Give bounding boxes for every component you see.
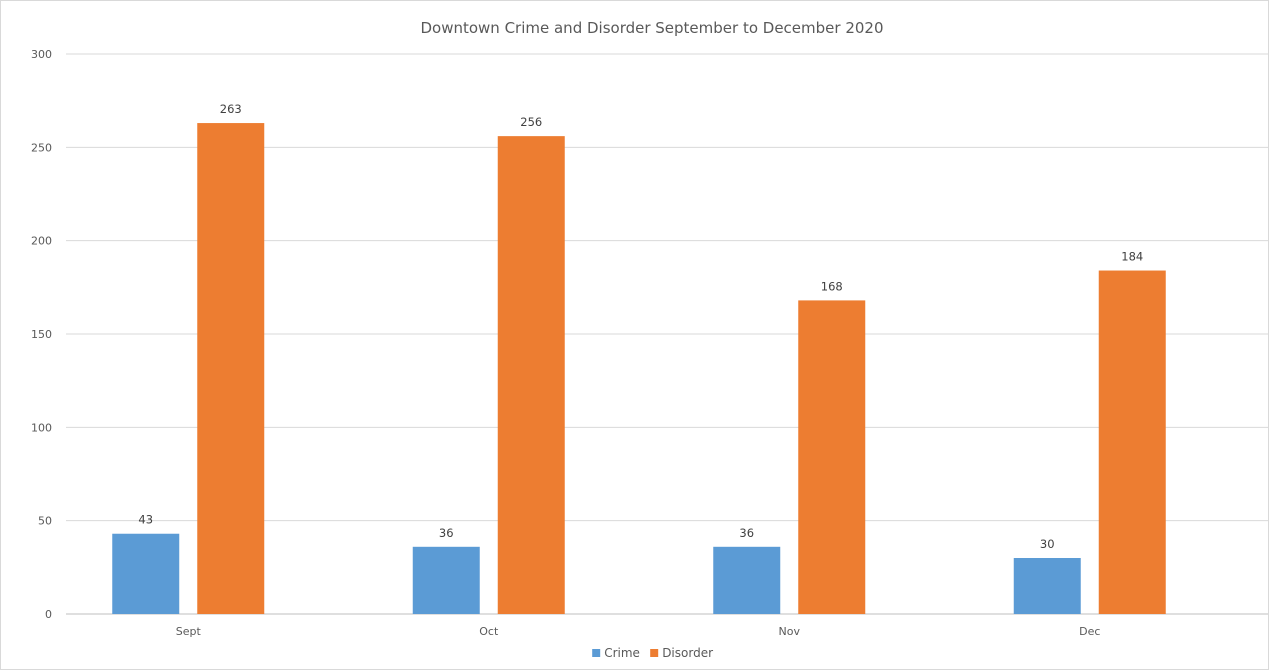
bar-disorder-nov	[798, 300, 866, 614]
data-label: 36	[739, 526, 754, 540]
data-label: 36	[439, 526, 454, 540]
data-label: 30	[1040, 537, 1055, 551]
y-tick-label: 50	[38, 515, 52, 528]
data-labels: 43 263 36 256 36 168 30 184	[138, 102, 1143, 551]
y-tick-label: 150	[31, 328, 52, 341]
x-tick-label: Dec	[1079, 625, 1100, 638]
x-axis-ticks: Sept Oct Nov Dec	[176, 625, 1101, 638]
x-tick-label: Oct	[479, 625, 499, 638]
legend-swatch-crime	[592, 649, 601, 657]
legend-label-crime: Crime	[604, 646, 640, 660]
bar-crime-nov	[713, 546, 781, 614]
x-tick-label: Nov	[779, 625, 801, 638]
chart-title: Downtown Crime and Disorder September to…	[420, 19, 883, 37]
bar-crime-dec	[1013, 558, 1081, 614]
data-label: 184	[1121, 250, 1143, 264]
legend-swatch-disorder	[650, 649, 659, 657]
y-tick-label: 250	[31, 141, 52, 154]
bar-disorder-dec	[1098, 270, 1166, 614]
bar-crime-sept	[112, 533, 180, 614]
bars	[112, 123, 1166, 615]
y-axis-ticks: 0 50 100 150 200 250 300	[31, 48, 52, 621]
data-label: 43	[138, 513, 153, 527]
y-tick-label: 300	[31, 48, 52, 61]
legend-label-disorder: Disorder	[662, 646, 713, 660]
bar-disorder-oct	[497, 136, 565, 614]
y-tick-label: 100	[31, 421, 52, 434]
data-label: 168	[821, 279, 843, 293]
bar-crime-oct	[412, 546, 480, 614]
data-label: 263	[220, 102, 242, 116]
y-tick-label: 200	[31, 235, 52, 248]
y-tick-label: 0	[45, 608, 52, 621]
x-tick-label: Sept	[176, 625, 202, 638]
data-label: 256	[520, 115, 542, 129]
legend: Crime Disorder	[592, 646, 713, 660]
bar-disorder-sept	[197, 123, 265, 615]
